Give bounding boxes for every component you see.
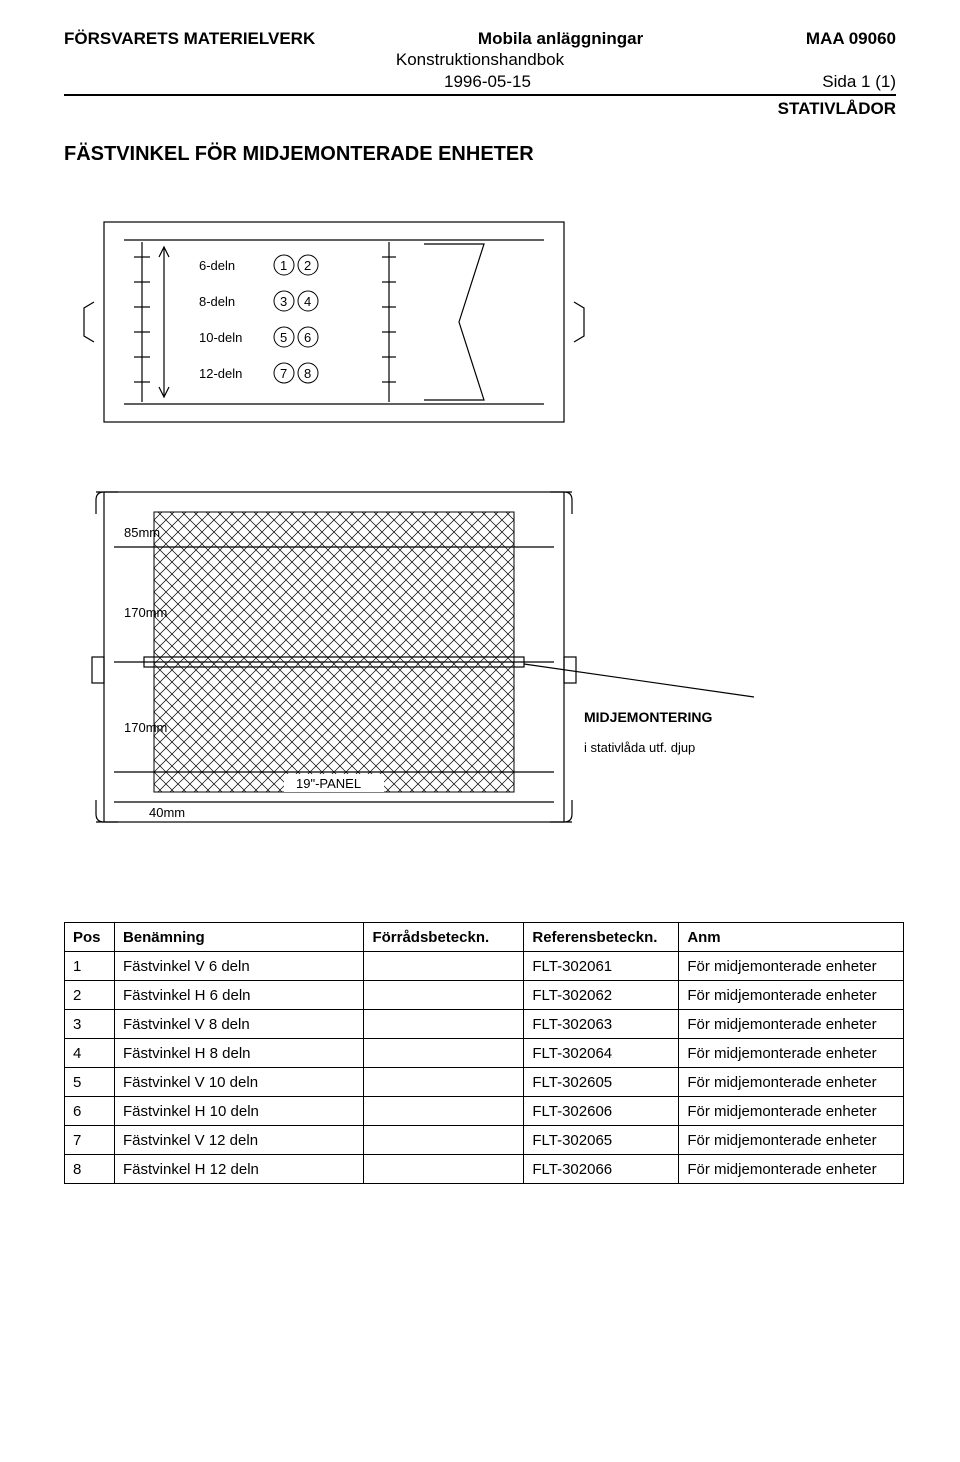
deln-num: 1 <box>280 258 287 273</box>
header-org: FÖRSVARETS MATERIELVERK <box>64 28 315 49</box>
table-row: 5 Fästvinkel V 10 deln FLT-302605 För mi… <box>65 1068 904 1097</box>
dim-label: 40mm <box>149 805 185 820</box>
panel-label: 19"-PANEL <box>296 776 361 791</box>
page-title: FÄSTVINKEL FÖR MIDJEMONTERADE ENHETER <box>64 143 896 166</box>
cell-name: Fästvinkel V 12 deln <box>114 1126 363 1155</box>
cell-forr <box>364 1126 524 1155</box>
table-header-row: Pos Benämning Förrådsbeteckn. Referensbe… <box>65 923 904 952</box>
deln-num: 2 <box>304 258 311 273</box>
cell-forr <box>364 1097 524 1126</box>
dim-label: 85mm <box>124 525 160 540</box>
cell-forr <box>364 1068 524 1097</box>
header-row-1: FÖRSVARETS MATERIELVERK Mobila anläggnin… <box>64 28 896 49</box>
col-forr: Förrådsbeteckn. <box>364 923 524 952</box>
cell-ref: FLT-302062 <box>524 981 679 1010</box>
top-view-rows: 6-deln 1 2 8-deln 3 4 10-deln 5 6 12-del… <box>199 255 318 383</box>
deln-num: 7 <box>280 366 287 381</box>
cell-anm: För midjemonterade enheter <box>679 1010 904 1039</box>
cell-forr <box>364 1010 524 1039</box>
diagram-svg: 6-deln 1 2 8-deln 3 4 10-deln 5 6 12-del… <box>64 202 764 882</box>
side-label-1: MIDJEMONTERING <box>584 709 712 725</box>
deln-num: 4 <box>304 294 311 309</box>
cell-name: Fästvinkel V 6 deln <box>114 952 363 981</box>
table-row: 1 Fästvinkel V 6 deln FLT-302061 För mid… <box>65 952 904 981</box>
side-label-2: i stativlåda utf. djup <box>584 740 695 755</box>
cell-ref: FLT-302063 <box>524 1010 679 1039</box>
cell-pos: 1 <box>65 952 115 981</box>
deln-label: 12-deln <box>199 366 242 381</box>
table-row: 4 Fästvinkel H 8 deln FLT-302064 För mid… <box>65 1039 904 1068</box>
table-row: 6 Fästvinkel H 10 deln FLT-302606 För mi… <box>65 1097 904 1126</box>
dim-label: 170mm <box>124 605 167 620</box>
cell-ref: FLT-302606 <box>524 1097 679 1126</box>
cell-ref: FLT-302061 <box>524 952 679 981</box>
cell-anm: För midjemonterade enheter <box>679 1126 904 1155</box>
cell-name: Fästvinkel H 6 deln <box>114 981 363 1010</box>
cell-forr <box>364 952 524 981</box>
front-view: 85mm 170mm 170mm 40mm 19"-PANEL MIDJEMON… <box>92 492 754 822</box>
deln-num: 3 <box>280 294 287 309</box>
table-row: 2 Fästvinkel H 6 deln FLT-302062 För mid… <box>65 981 904 1010</box>
cell-anm: För midjemonterade enheter <box>679 1155 904 1184</box>
parts-table: Pos Benämning Förrådsbeteckn. Referensbe… <box>64 922 904 1184</box>
header-center-2: Konstruktionshandbok <box>64 49 896 70</box>
cell-forr <box>364 1039 524 1068</box>
deln-label: 10-deln <box>199 330 242 345</box>
header-rule <box>64 94 896 96</box>
cell-forr <box>364 981 524 1010</box>
col-ref: Referensbeteckn. <box>524 923 679 952</box>
document-header: FÖRSVARETS MATERIELVERK Mobila anläggnin… <box>64 28 896 119</box>
cell-pos: 2 <box>65 981 115 1010</box>
deln-num: 6 <box>304 330 311 345</box>
cell-name: Fästvinkel H 10 deln <box>114 1097 363 1126</box>
cell-anm: För midjemonterade enheter <box>679 952 904 981</box>
technical-diagram: 6-deln 1 2 8-deln 3 4 10-deln 5 6 12-del… <box>64 202 896 882</box>
cell-ref: FLT-302605 <box>524 1068 679 1097</box>
cell-pos: 8 <box>65 1155 115 1184</box>
cell-pos: 4 <box>65 1039 115 1068</box>
header-category: STATIVLÅDOR <box>64 98 896 119</box>
cell-anm: För midjemonterade enheter <box>679 1097 904 1126</box>
header-page: Sida 1 (1) <box>822 71 896 92</box>
cell-name: Fästvinkel V 8 deln <box>114 1010 363 1039</box>
deln-label: 8-deln <box>199 294 235 309</box>
cell-ref: FLT-302066 <box>524 1155 679 1184</box>
deln-num: 5 <box>280 330 287 345</box>
header-date: 1996-05-15 <box>444 71 531 92</box>
header-center-1: Mobila anläggningar <box>478 28 643 49</box>
cell-anm: För midjemonterade enheter <box>679 981 904 1010</box>
col-anm: Anm <box>679 923 904 952</box>
col-pos: Pos <box>65 923 115 952</box>
deln-num: 8 <box>304 366 311 381</box>
table-row: 7 Fästvinkel V 12 deln FLT-302065 För mi… <box>65 1126 904 1155</box>
deln-label: 6-deln <box>199 258 235 273</box>
cell-pos: 3 <box>65 1010 115 1039</box>
dim-label: 170mm <box>124 720 167 735</box>
cell-ref: FLT-302065 <box>524 1126 679 1155</box>
page: FÖRSVARETS MATERIELVERK Mobila anläggnin… <box>0 0 960 1462</box>
table-row: 8 Fästvinkel H 12 deln FLT-302066 För mi… <box>65 1155 904 1184</box>
col-name: Benämning <box>114 923 363 952</box>
header-doc-code: MAA 09060 <box>806 28 896 49</box>
cell-name: Fästvinkel H 12 deln <box>114 1155 363 1184</box>
top-view: 6-deln 1 2 8-deln 3 4 10-deln 5 6 12-del… <box>84 222 584 422</box>
cell-name: Fästvinkel H 8 deln <box>114 1039 363 1068</box>
cell-anm: För midjemonterade enheter <box>679 1039 904 1068</box>
cell-pos: 7 <box>65 1126 115 1155</box>
header-row-2: 1996-05-15 Sida 1 (1) <box>64 71 896 92</box>
cell-anm: För midjemonterade enheter <box>679 1068 904 1097</box>
table-row: 3 Fästvinkel V 8 deln FLT-302063 För mid… <box>65 1010 904 1039</box>
cell-pos: 5 <box>65 1068 115 1097</box>
cell-pos: 6 <box>65 1097 115 1126</box>
cell-ref: FLT-302064 <box>524 1039 679 1068</box>
cell-forr <box>364 1155 524 1184</box>
cell-name: Fästvinkel V 10 deln <box>114 1068 363 1097</box>
